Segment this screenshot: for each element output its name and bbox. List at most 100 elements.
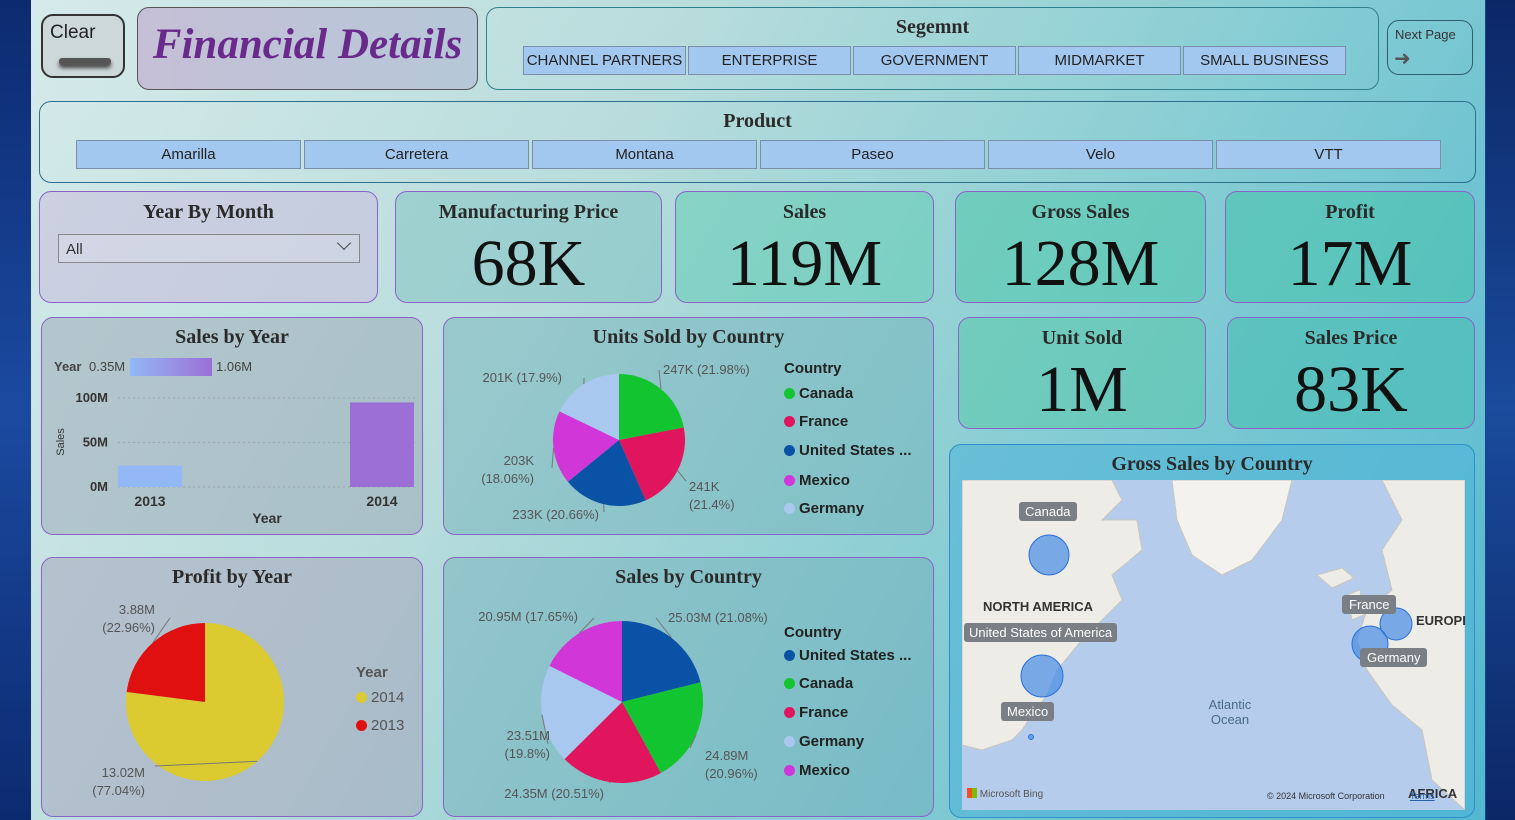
- pie-data-label: (21.4%): [689, 497, 735, 512]
- pie-leader-line: [551, 447, 554, 469]
- sales-by-year-chart: Sales by Year Year 0.35M 1.06M 0M 50M 100M…: [41, 317, 423, 535]
- next-page-button[interactable]: Next Page ➜: [1387, 20, 1473, 75]
- kpi-sales-price-label: Sales Price: [1304, 327, 1398, 349]
- segment-option-channel-partners[interactable]: CHANNEL PARTNERS: [523, 46, 686, 75]
- pie-leader-line: [608, 781, 611, 784]
- chevron-down-icon: [336, 235, 352, 251]
- pie-data-label: 24.35M (20.51%): [504, 786, 604, 801]
- pie-data-label: 3.88M: [119, 602, 155, 617]
- pie-leader-line: [689, 734, 697, 749]
- windows-icon: [967, 788, 977, 798]
- pie-leader-line: [579, 617, 595, 634]
- kpi-sales-label: Sales: [782, 201, 827, 223]
- kpi-gross-sales-label: Gross Sales: [1031, 201, 1130, 223]
- right-border-decoration: [1486, 0, 1515, 820]
- color-legend-min: 0.35M: [89, 359, 126, 374]
- product-option-paseo[interactable]: Paseo: [760, 140, 985, 169]
- sales-by-country-chart: Sales by Country 25.03M (21.08%) 24.89M (2…: [443, 557, 934, 817]
- bar-xtick-2014: 2014: [366, 493, 397, 509]
- legend-item-2014[interactable]: 2014: [356, 689, 404, 706]
- pie-data-label: 20.95M (17.65%): [478, 609, 578, 624]
- product-slicer: Product Amarilla Carretera Montana Paseo…: [39, 101, 1476, 183]
- profit-by-year-title: Profit by Year: [172, 566, 292, 588]
- pie-leader-line: [655, 617, 673, 639]
- clear-button-label: Clear: [50, 22, 96, 43]
- year-by-month-title: Year By Month: [143, 201, 274, 223]
- sales-by-country-legend: Country United States ... Canada France …: [784, 624, 934, 794]
- product-option-carretera[interactable]: Carretera: [304, 140, 529, 169]
- legend-item-canada[interactable]: Canada: [784, 675, 853, 692]
- map-svg: [962, 480, 1465, 810]
- bar-xtick-2013: 2013: [134, 493, 165, 509]
- bar-ytick-label: 100M: [75, 390, 108, 405]
- pie-slice-france: [564, 702, 661, 783]
- bing-logo: Microsoft Bing: [967, 788, 1043, 800]
- clear-button[interactable]: Clear: [41, 14, 125, 78]
- legend-item-united-states[interactable]: United States ...: [784, 442, 912, 459]
- legend-item-germany[interactable]: Germany: [784, 500, 864, 517]
- pie-slice-united-states-of-america: [567, 440, 646, 506]
- pie-slice-germany: [541, 665, 622, 760]
- segment-slicer: Segemnt CHANNEL PARTNERS ENTERPRISE GOVE…: [486, 7, 1379, 90]
- map-label-canada: Canada: [1019, 502, 1077, 521]
- kpi-unit-sold: Unit Sold 1M: [958, 317, 1206, 429]
- year-by-month-dropdown[interactable]: All: [58, 234, 360, 263]
- iceland-land: [1315, 567, 1355, 589]
- legend-item-france[interactable]: France: [784, 704, 848, 721]
- bar-2014: [350, 402, 414, 487]
- color-legend-title: Year: [54, 359, 82, 374]
- bubble-united-states[interactable]: [1020, 654, 1064, 698]
- legend-item-mexico[interactable]: Mexico: [784, 472, 850, 489]
- profit-by-year-pie: 13.02M (77.04%) 3.88M (22.96%): [92, 602, 284, 798]
- region-north-america: NORTH AMERICA: [983, 599, 1094, 614]
- legend-item-canada[interactable]: Canada: [784, 385, 853, 402]
- map-label-france: France: [1342, 595, 1397, 614]
- map-title: Gross Sales by Country: [1111, 453, 1313, 475]
- eraser-icon: [59, 58, 111, 65]
- arrow-right-icon: ➜: [1394, 48, 1411, 70]
- map-canvas[interactable]: Canada United States of America Mexico F…: [962, 480, 1465, 810]
- pie-leader-line: [677, 470, 687, 482]
- kpi-profit-label: Profit: [1325, 201, 1375, 223]
- greenland-land: [1171, 480, 1293, 576]
- year-by-month-slicer: Year By Month All: [39, 191, 378, 303]
- legend-item-france[interactable]: France: [784, 413, 848, 430]
- segment-option-midmarket[interactable]: MIDMARKET: [1018, 46, 1181, 75]
- legend-item-2013[interactable]: 2013: [356, 717, 404, 734]
- product-option-montana[interactable]: Montana: [532, 140, 757, 169]
- segment-option-government[interactable]: GOVERNMENT: [853, 46, 1016, 75]
- region-africa: AFRICA: [1408, 786, 1458, 801]
- bar-ytick-label: 0M: [90, 479, 108, 494]
- pie-data-label: 24.89M: [705, 748, 748, 763]
- product-option-amarilla[interactable]: Amarilla: [76, 140, 301, 169]
- color-legend-gradient: [130, 358, 212, 376]
- pie-slice-canada: [622, 682, 703, 774]
- legend-item-united-states[interactable]: United States ...: [784, 647, 912, 664]
- profit-by-year-legend: Year 2014 2013: [356, 664, 420, 744]
- pie-data-label: 241K: [689, 479, 720, 494]
- pie-slice-mexico: [549, 621, 622, 702]
- pie-data-label: 203K: [504, 453, 535, 468]
- bubble-canada[interactable]: [1028, 534, 1070, 576]
- map-terms-link[interactable]: Terms: [1410, 791, 1435, 801]
- pie-leader-line: [658, 369, 662, 390]
- kpi-profit-value: 17M: [1287, 227, 1413, 300]
- segment-option-small-business[interactable]: SMALL BUSINESS: [1183, 46, 1346, 75]
- bubble-mexico[interactable]: [1028, 734, 1034, 740]
- bar-ylabel: Sales: [55, 428, 67, 456]
- legend-item-mexico[interactable]: Mexico: [784, 762, 850, 779]
- kpi-sales-price: Sales Price 83K: [1227, 317, 1475, 429]
- segment-option-enterprise[interactable]: ENTERPRISE: [688, 46, 851, 75]
- sales-country-legend-title: Country: [784, 624, 842, 641]
- legend-item-germany[interactable]: Germany: [784, 733, 864, 750]
- region-atlantic-ocean: Atlantic Ocean: [1208, 697, 1252, 727]
- color-legend-max: 1.06M: [216, 359, 253, 374]
- product-option-vtt[interactable]: VTT: [1216, 140, 1441, 169]
- pie-data-label: (22.96%): [102, 620, 155, 635]
- sales-by-country-pie: 25.03M (21.08%) 24.89M (20.96%) 24.35M (20.…: [478, 609, 767, 801]
- pie-data-label: (77.04%): [92, 783, 145, 798]
- pie-data-label: 201K (17.9%): [483, 370, 563, 385]
- title-panel: Financial Details: [137, 7, 478, 90]
- pie-slice-2013: [126, 623, 205, 702]
- product-option-velo[interactable]: Velo: [988, 140, 1213, 169]
